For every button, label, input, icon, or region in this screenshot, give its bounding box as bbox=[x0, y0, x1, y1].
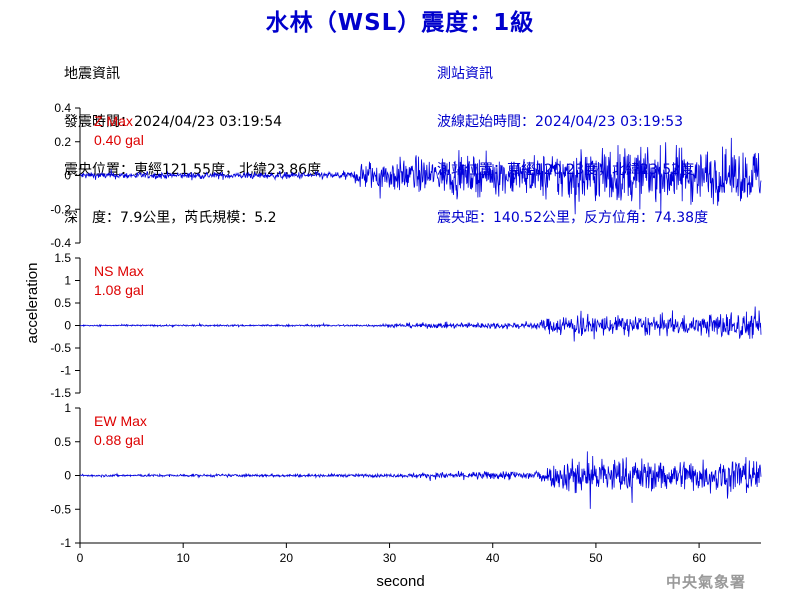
epicentral-distance: 震央距：140.52公里，反方位角：74.38度 bbox=[437, 210, 709, 226]
station-info-heading: 測站資訊 bbox=[437, 66, 493, 82]
earthquake-info-block: 地震資訊 發震時間：2024/04/23 03:19:54 震央位置：東經121… bbox=[64, 34, 321, 242]
max-label-ew: EW Max bbox=[94, 413, 147, 429]
y-tick-label: -0.5 bbox=[50, 502, 71, 516]
x-tick-label: 40 bbox=[486, 551, 500, 565]
y-axis-title: acceleration bbox=[24, 263, 41, 344]
y-tick-label: 0 bbox=[64, 319, 71, 333]
y-tick-label: -1 bbox=[60, 536, 71, 550]
y-tick-label: 0 bbox=[64, 169, 71, 183]
x-tick-label: 10 bbox=[177, 551, 191, 565]
x-tick-label: 20 bbox=[280, 551, 294, 565]
y-tick-label: 0.4 bbox=[54, 101, 71, 115]
y-tick-label: -0.5 bbox=[50, 341, 71, 355]
y-tick-label: 0.2 bbox=[54, 135, 71, 149]
y-tick-label: 0 bbox=[64, 469, 71, 483]
x-tick-label: 30 bbox=[383, 551, 397, 565]
epicenter-location: 震央位置：東經121.55度，北緯23.86度 bbox=[64, 162, 322, 178]
waveform-z bbox=[79, 137, 762, 215]
y-tick-label: -0.2 bbox=[50, 202, 71, 216]
max-value-ew: 0.88 gal bbox=[94, 432, 144, 448]
max-value-ns: 1.08 gal bbox=[94, 282, 144, 298]
x-tick-label: 50 bbox=[589, 551, 603, 565]
x-tick-label: 60 bbox=[692, 551, 706, 565]
y-tick-label: 1.5 bbox=[54, 251, 71, 265]
waveform-ew bbox=[79, 451, 762, 509]
y-tick-label: -0.4 bbox=[50, 236, 71, 250]
origin-time: 發震時間：2024/04/23 03:19:54 bbox=[64, 114, 283, 130]
y-tick-label: -1.5 bbox=[50, 386, 71, 400]
chart-title: 水林（WSL）震度：1級 bbox=[265, 10, 535, 36]
agency-watermark: 中央氣象署 bbox=[665, 573, 746, 591]
wave-start-time: 波線起始時間：2024/04/23 03:19:53 bbox=[437, 114, 684, 130]
depth-magnitude: 深 度：7.9公里，芮氏規模：5.2 bbox=[64, 210, 277, 226]
earthquake-info-heading: 地震資訊 bbox=[64, 66, 120, 82]
y-tick-label: 1 bbox=[64, 274, 71, 288]
y-tick-label: 0.5 bbox=[54, 296, 71, 310]
y-tick-label: 0.5 bbox=[54, 435, 71, 449]
y-tick-label: 1 bbox=[64, 401, 71, 415]
y-tick-label: -1 bbox=[60, 364, 71, 378]
max-value-z: 0.40 gal bbox=[94, 132, 144, 148]
waveform-ns bbox=[79, 306, 762, 342]
max-label-ns: NS Max bbox=[94, 263, 144, 279]
max-label-z: Z Max bbox=[94, 113, 133, 129]
x-axis-title: second bbox=[376, 573, 424, 590]
x-tick-label: 0 bbox=[77, 551, 84, 565]
